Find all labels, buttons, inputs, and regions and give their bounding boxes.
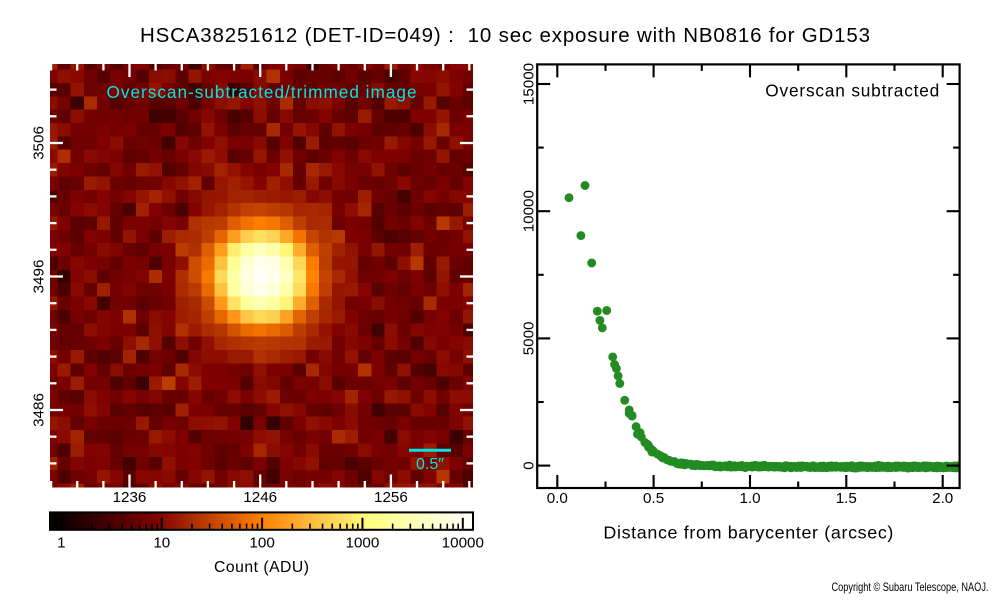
svg-text:1.0: 1.0	[739, 490, 760, 507]
svg-text:Count (ADU): Count (ADU)	[214, 559, 309, 576]
svg-text:Overscan-subtracted/trimmed im: Overscan-subtracted/trimmed image	[107, 82, 417, 102]
svg-text:2.0: 2.0	[932, 490, 953, 507]
svg-text:3496: 3496	[30, 260, 47, 294]
svg-text:1236: 1236	[113, 489, 147, 506]
svg-text:100: 100	[249, 534, 274, 551]
svg-text:0.5: 0.5	[643, 490, 664, 507]
svg-text:Distance from barycenter (arcs: Distance from barycenter (arcsec)	[603, 523, 893, 543]
svg-text:3486: 3486	[30, 393, 47, 427]
svg-text:15000: 15000	[521, 63, 538, 105]
svg-text:3506: 3506	[30, 126, 47, 160]
svg-text:10: 10	[153, 534, 170, 551]
svg-text:HSCA38251612 (DET-ID=049) : 1: HSCA38251612 (DET-ID=049) : 10 sec expos…	[140, 24, 870, 47]
svg-text:1000: 1000	[346, 534, 380, 551]
svg-text:1256: 1256	[374, 489, 408, 506]
svg-text:10000: 10000	[521, 190, 538, 232]
svg-text:10000: 10000	[442, 534, 484, 551]
svg-text:Copyright © Subaru Telescope,: Copyright © Subaru Telescope, NAOJ.	[832, 581, 989, 594]
svg-text:1.5: 1.5	[836, 490, 857, 507]
svg-text:1: 1	[57, 534, 65, 551]
svg-text:0.5″: 0.5″	[416, 456, 444, 473]
svg-text:0: 0	[521, 461, 538, 469]
svg-text:0.0: 0.0	[547, 490, 568, 507]
svg-text:5000: 5000	[521, 322, 538, 356]
svg-text:1246: 1246	[243, 489, 277, 506]
svg-text:Overscan subtracted: Overscan subtracted	[765, 80, 939, 100]
